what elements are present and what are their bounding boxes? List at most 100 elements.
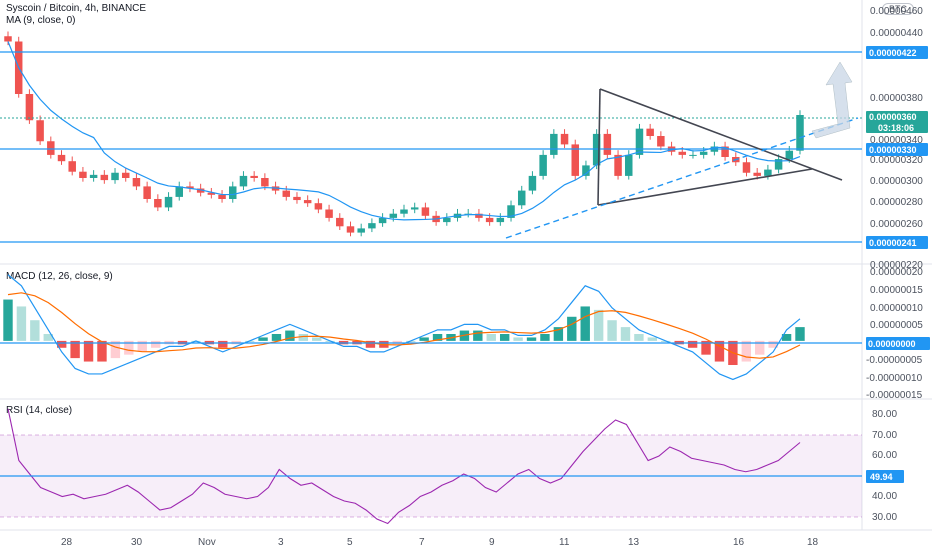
macd-series xyxy=(3,274,805,381)
symbol-legend[interactable]: Syscoin / Bitcoin, 4h, BINANCE MA (9, cl… xyxy=(6,3,146,27)
candle-body xyxy=(625,154,633,176)
price-tick: 0.00000300 xyxy=(870,176,923,187)
mid-level-tag-text: 0.00000330 xyxy=(869,145,917,155)
candle-body xyxy=(164,196,173,208)
macd-histogram-bar xyxy=(56,340,67,348)
price-tick: 0.00000380 xyxy=(870,93,923,104)
rsi-level-tag[interactable]: 49.94 xyxy=(866,470,904,483)
macd-histogram-bar xyxy=(271,334,282,341)
currency-badge[interactable]: BTC xyxy=(882,3,914,15)
macd-tick: -0.00000010 xyxy=(866,373,923,384)
triangle-left-edge xyxy=(597,88,601,206)
macd-histogram-bar xyxy=(124,340,134,355)
candle-body xyxy=(614,154,622,176)
triangle-upper-trendline xyxy=(599,88,843,181)
rsi-axis: 80.00 70.00 60.00 40.00 30.00 xyxy=(872,409,897,523)
macd-zero-tag[interactable]: 0.00000000 xyxy=(866,337,930,350)
macd-zero-tag-text: 0.00000000 xyxy=(868,339,916,349)
time-label: 28 xyxy=(61,537,73,548)
macd-histogram-bar xyxy=(312,337,322,341)
macd-histogram-bar xyxy=(567,316,577,341)
macd-tick: -0.00000015 xyxy=(866,390,923,401)
macd-histogram-bar xyxy=(714,340,725,362)
macd-histogram-bar xyxy=(795,327,805,341)
candle-body xyxy=(635,128,644,155)
time-label: Nov xyxy=(198,537,216,548)
rsi-level-tag-text: 49.94 xyxy=(870,472,893,482)
macd-tick: 0.00000015 xyxy=(870,285,923,296)
macd-histogram-bar xyxy=(607,320,617,341)
ma-line xyxy=(7,41,801,221)
candlestick-series xyxy=(4,31,804,237)
ma-legend[interactable]: MA (9, close, 0) xyxy=(6,15,76,26)
candle-body xyxy=(282,190,291,197)
candle-body xyxy=(293,196,301,201)
macd-histogram-bar xyxy=(298,334,309,341)
macd-histogram-bar xyxy=(755,340,765,355)
macd-histogram-bar xyxy=(137,340,147,352)
resistance-tag[interactable]: 0.00000422 xyxy=(866,46,928,59)
macd-histogram-bar xyxy=(634,334,644,341)
projection-arrow xyxy=(811,61,853,139)
candle-body xyxy=(68,161,76,172)
macd-histogram-bar xyxy=(553,327,564,341)
candle-body xyxy=(678,151,687,155)
candle-body xyxy=(325,209,333,218)
macd-histogram-bar xyxy=(620,327,631,341)
macd-histogram-bar xyxy=(701,340,711,355)
macd-histogram-bar xyxy=(258,337,268,341)
candle-body xyxy=(753,172,761,176)
candle-body xyxy=(111,172,119,181)
candle-body xyxy=(186,186,194,189)
macd-legend[interactable]: MACD (12, 26, close, 9) xyxy=(6,271,113,282)
macd-histogram-bar xyxy=(419,337,429,341)
macd-histogram-bar xyxy=(432,334,443,341)
candle-body xyxy=(207,192,216,195)
macd-histogram-bar xyxy=(741,340,752,362)
candle-body xyxy=(36,120,44,142)
candle-body xyxy=(250,175,258,178)
macd-line xyxy=(7,274,801,381)
rsi-legend[interactable]: RSI (14, close) xyxy=(6,405,73,416)
candle-body xyxy=(89,174,98,178)
macd-histogram-bar xyxy=(30,320,40,341)
candle-body xyxy=(218,194,226,199)
candle-body xyxy=(539,154,547,176)
candle-body xyxy=(796,115,804,151)
price-tick: 0.00000320 xyxy=(870,155,923,166)
candle-body xyxy=(582,165,590,176)
time-label: 18 xyxy=(807,537,819,548)
candle-body xyxy=(261,178,269,187)
macd-histogram-bar xyxy=(285,330,295,341)
macd-histogram-bar xyxy=(218,340,228,348)
rsi-line xyxy=(7,408,801,525)
rsi-tick: 80.00 xyxy=(872,409,897,420)
macd-histogram-bar xyxy=(150,340,161,348)
rsi-tick: 30.00 xyxy=(872,512,897,523)
candle-body xyxy=(550,133,558,155)
rsi-series xyxy=(7,408,801,525)
macd-axis: 0.00000020 0.00000015 0.00000010 0.00000… xyxy=(866,267,923,401)
price-tick: 0.00000460 xyxy=(870,6,923,17)
candle-body xyxy=(357,228,365,233)
macd-histogram-bar xyxy=(83,340,94,362)
support-tag[interactable]: 0.00000241 xyxy=(866,236,928,249)
macd-histogram-bar xyxy=(473,330,483,341)
ma-series xyxy=(7,41,801,221)
candle-body xyxy=(560,133,569,145)
candle-body xyxy=(4,36,12,42)
candle-body xyxy=(774,159,783,170)
candle-body xyxy=(528,175,537,191)
candle-body xyxy=(368,223,376,229)
macd-tick: 0.00000010 xyxy=(870,303,923,314)
last-price-tag[interactable]: 0.00000360 03:18:06 xyxy=(866,111,928,133)
time-label: 16 xyxy=(733,537,745,548)
time-label: 9 xyxy=(489,537,495,548)
candle-body xyxy=(443,217,451,223)
macd-tick: 0.00000020 xyxy=(870,267,923,278)
macd-histogram-bar xyxy=(580,306,590,341)
macd-histogram-bar xyxy=(97,340,107,362)
candle-body xyxy=(229,186,237,199)
mid-level-tag[interactable]: 0.00000330 xyxy=(866,143,928,156)
